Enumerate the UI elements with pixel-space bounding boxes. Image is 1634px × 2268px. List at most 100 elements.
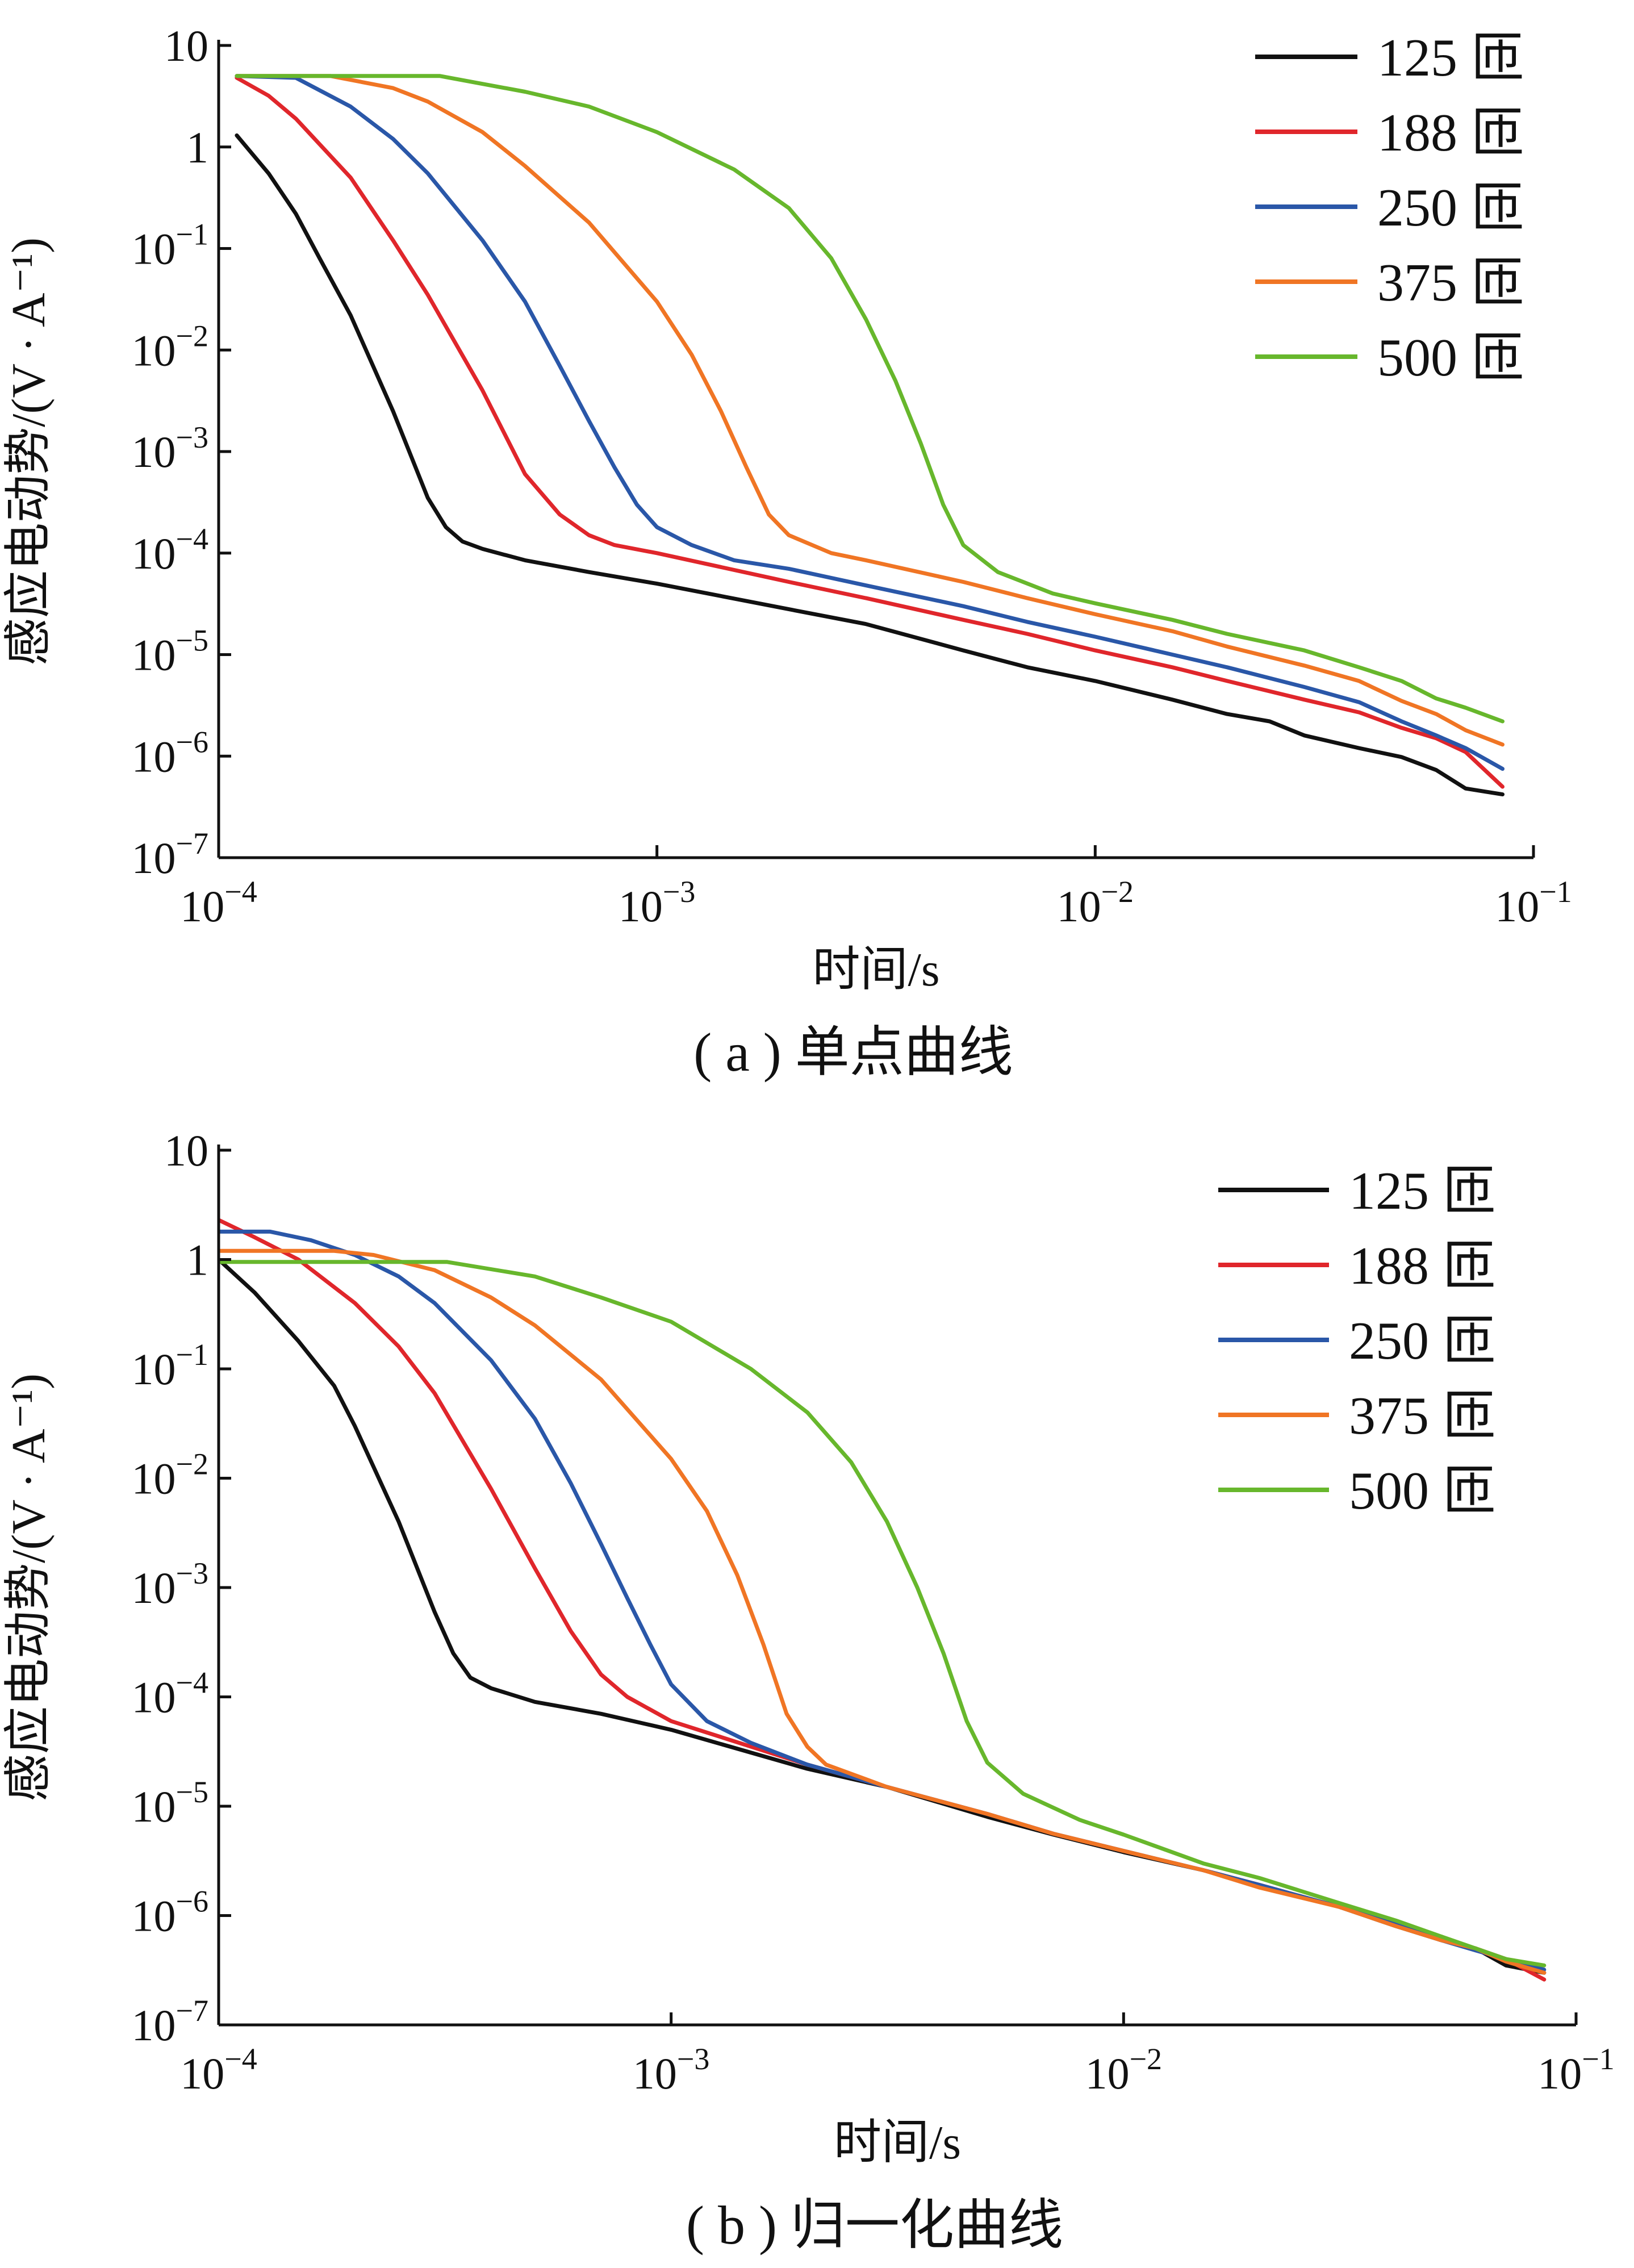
y-tick-base: 10 bbox=[132, 529, 176, 578]
x-tick-base: 10 bbox=[1537, 2049, 1582, 2098]
y-tick-label: 10−2 bbox=[132, 1447, 208, 1503]
x-tick-base: 10 bbox=[633, 2049, 677, 2098]
y-tick-label: 10−5 bbox=[132, 624, 208, 680]
y-tick-exponent: −5 bbox=[176, 1775, 208, 1809]
series-line-1 bbox=[235, 133, 1505, 797]
y-tick-exponent: −6 bbox=[176, 725, 208, 759]
legend-label: 375 匝 bbox=[1377, 253, 1524, 312]
y-axis-title: 感应电动势/(V · A⁻¹) bbox=[2, 237, 55, 666]
x-tick-exponent: −1 bbox=[1539, 875, 1572, 909]
y-axis-title: 感应电动势/(V · A⁻¹) bbox=[2, 1373, 55, 1802]
x-tick-base: 10 bbox=[1085, 2049, 1130, 2098]
y-tick-base: 10 bbox=[132, 325, 176, 375]
x-tick-exponent: −2 bbox=[1130, 2042, 1162, 2076]
y-tick-label: 10−5 bbox=[132, 1775, 208, 1831]
y-tick-label: 10−7 bbox=[132, 826, 208, 883]
y-tick-base: 10 bbox=[132, 630, 176, 680]
x-axis-title: 时间/s bbox=[834, 2116, 961, 2169]
y-tick-exponent: −1 bbox=[176, 218, 208, 252]
series-line-5 bbox=[219, 1260, 1547, 1968]
x-tick-base: 10 bbox=[619, 882, 663, 931]
legend-label: 188 匝 bbox=[1377, 103, 1524, 162]
legend-label: 500 匝 bbox=[1377, 328, 1524, 387]
y-tick-base: 1 bbox=[186, 123, 208, 172]
series-line-2 bbox=[219, 1218, 1547, 1982]
y-tick-exponent: −5 bbox=[176, 624, 208, 658]
y-tick-label: 10−1 bbox=[132, 1338, 208, 1394]
y-tick-exponent: −2 bbox=[176, 1447, 208, 1481]
y-tick-label: 10−3 bbox=[132, 1556, 208, 1613]
y-tick-base: 10 bbox=[132, 1782, 176, 1831]
legend-label: 125 匝 bbox=[1377, 28, 1524, 87]
y-tick-exponent: −2 bbox=[176, 319, 208, 353]
y-tick-label: 10−4 bbox=[132, 522, 208, 578]
y-tick-label: 10 bbox=[164, 21, 208, 70]
x-tick-label: 10−2 bbox=[1057, 875, 1134, 931]
y-tick-base: 10 bbox=[132, 224, 176, 274]
panel-caption: ( a ) 单点曲线 bbox=[693, 1022, 1013, 1083]
x-tick-exponent: −4 bbox=[224, 875, 257, 909]
y-tick-base: 10 bbox=[132, 1891, 176, 1941]
x-tick-exponent: −3 bbox=[677, 2042, 709, 2076]
legend: 125 匝 188 匝 250 匝 375 匝 500 匝 bbox=[1218, 1162, 1496, 1521]
panel-caption: ( b ) 归一化曲线 bbox=[686, 2195, 1063, 2256]
series-line-4 bbox=[219, 1248, 1547, 1975]
y-tick-label: 10−4 bbox=[132, 1666, 208, 1722]
y-tick-base: 10 bbox=[164, 1126, 208, 1175]
y-tick-exponent: −7 bbox=[176, 1994, 208, 2028]
x-tick-base: 10 bbox=[1057, 882, 1101, 931]
y-tick-base: 10 bbox=[132, 1344, 176, 1394]
legend-label: 250 匝 bbox=[1349, 1311, 1496, 1371]
y-tick-base: 10 bbox=[132, 427, 176, 477]
legend-label: 188 匝 bbox=[1349, 1237, 1496, 1296]
y-tick-exponent: −4 bbox=[176, 1666, 208, 1700]
y-tick-base: 1 bbox=[186, 1235, 208, 1285]
y-tick-label: 10 bbox=[164, 1126, 208, 1175]
y-tick-base: 10 bbox=[132, 2000, 176, 2050]
legend: 125 匝 188 匝 250 匝 375 匝 500 匝 bbox=[1255, 28, 1524, 387]
y-tick-label: 10−3 bbox=[132, 420, 208, 477]
series-line-2 bbox=[235, 76, 1505, 789]
x-axis-title: 时间/s bbox=[812, 943, 939, 996]
x-tick-label: 10−2 bbox=[1085, 2042, 1162, 2098]
x-tick-label: 10−3 bbox=[619, 875, 695, 931]
x-tick-label: 10−4 bbox=[180, 2042, 257, 2098]
y-tick-label: 10−1 bbox=[132, 218, 208, 274]
y-tick-exponent: −3 bbox=[176, 1556, 208, 1590]
series-line-1 bbox=[219, 1258, 1547, 1975]
y-tick-label: 10−6 bbox=[132, 725, 208, 781]
series-line-3 bbox=[235, 74, 1505, 771]
x-tick-exponent: −4 bbox=[224, 2042, 257, 2076]
y-tick-exponent: −4 bbox=[176, 522, 208, 556]
y-tick-exponent: −7 bbox=[176, 826, 208, 861]
y-tick-base: 10 bbox=[132, 1563, 176, 1613]
x-tick-label: 10−1 bbox=[1537, 2042, 1614, 2098]
x-tick-label: 10−4 bbox=[180, 875, 257, 931]
x-tick-base: 10 bbox=[180, 882, 224, 931]
y-tick-label: 10−7 bbox=[132, 1994, 208, 2050]
legend-label: 250 匝 bbox=[1377, 178, 1524, 237]
x-tick-label: 10−1 bbox=[1495, 875, 1572, 931]
y-tick-exponent: −3 bbox=[176, 420, 208, 454]
x-tick-base: 10 bbox=[180, 2049, 224, 2098]
y-tick-label: 10−2 bbox=[132, 319, 208, 375]
y-tick-label: 10−6 bbox=[132, 1885, 208, 1941]
series-line-3 bbox=[219, 1229, 1547, 1972]
y-tick-label: 1 bbox=[186, 1235, 208, 1285]
y-tick-base: 10 bbox=[132, 1454, 176, 1503]
legend-label: 375 匝 bbox=[1349, 1386, 1496, 1446]
legend-label: 125 匝 bbox=[1349, 1162, 1496, 1221]
y-tick-base: 10 bbox=[132, 732, 176, 781]
y-tick-base: 10 bbox=[132, 833, 176, 883]
x-tick-base: 10 bbox=[1495, 882, 1539, 931]
x-tick-label: 10−3 bbox=[633, 2042, 709, 2098]
x-tick-exponent: −2 bbox=[1101, 875, 1134, 909]
series-line-5 bbox=[235, 74, 1505, 724]
y-tick-exponent: −6 bbox=[176, 1885, 208, 1919]
y-tick-base: 10 bbox=[132, 1673, 176, 1722]
series-line-4 bbox=[235, 74, 1505, 747]
x-tick-exponent: −1 bbox=[1582, 2042, 1614, 2076]
